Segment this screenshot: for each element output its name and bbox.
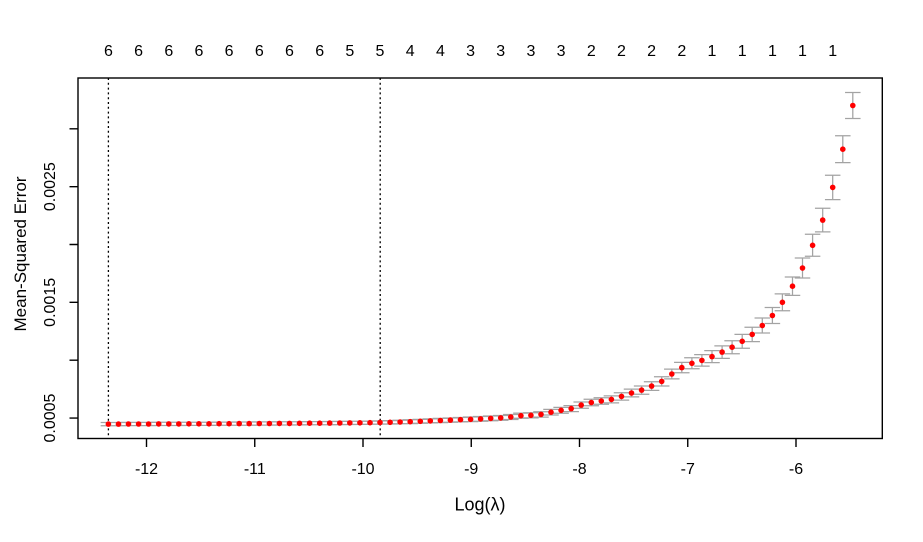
svg-text:6: 6 (225, 43, 234, 60)
svg-text:3: 3 (526, 43, 535, 60)
svg-text:2: 2 (587, 43, 596, 60)
svg-text:4: 4 (436, 43, 445, 60)
svg-text:2: 2 (647, 43, 656, 60)
svg-text:Log(λ): Log(λ) (454, 495, 505, 515)
svg-text:Mean-Squared Error: Mean-Squared Error (11, 176, 30, 331)
svg-text:0.0005: 0.0005 (42, 393, 59, 442)
svg-text:6: 6 (194, 43, 203, 60)
svg-text:6: 6 (134, 43, 143, 60)
svg-text:1: 1 (828, 43, 837, 60)
svg-text:0.0015: 0.0015 (42, 278, 59, 327)
svg-text:-8: -8 (572, 461, 586, 478)
svg-text:-7: -7 (681, 461, 695, 478)
svg-text:3: 3 (557, 43, 566, 60)
svg-text:5: 5 (376, 43, 385, 60)
svg-text:0.0025: 0.0025 (42, 162, 59, 211)
svg-text:-10: -10 (351, 461, 374, 478)
svg-text:1: 1 (708, 43, 717, 60)
svg-text:3: 3 (466, 43, 475, 60)
svg-text:1: 1 (768, 43, 777, 60)
svg-text:6: 6 (285, 43, 294, 60)
svg-text:-9: -9 (464, 461, 478, 478)
svg-text:4: 4 (406, 43, 415, 60)
svg-text:6: 6 (164, 43, 173, 60)
svg-text:2: 2 (677, 43, 686, 60)
svg-text:2: 2 (617, 43, 626, 60)
svg-text:1: 1 (798, 43, 807, 60)
svg-text:6: 6 (315, 43, 324, 60)
svg-text:5: 5 (345, 43, 354, 60)
svg-text:-12: -12 (135, 461, 158, 478)
svg-text:1: 1 (738, 43, 747, 60)
svg-text:-11: -11 (244, 461, 266, 478)
svg-text:6: 6 (255, 43, 264, 60)
svg-text:3: 3 (496, 43, 505, 60)
svg-text:6: 6 (104, 43, 113, 60)
svg-text:-6: -6 (789, 461, 803, 478)
